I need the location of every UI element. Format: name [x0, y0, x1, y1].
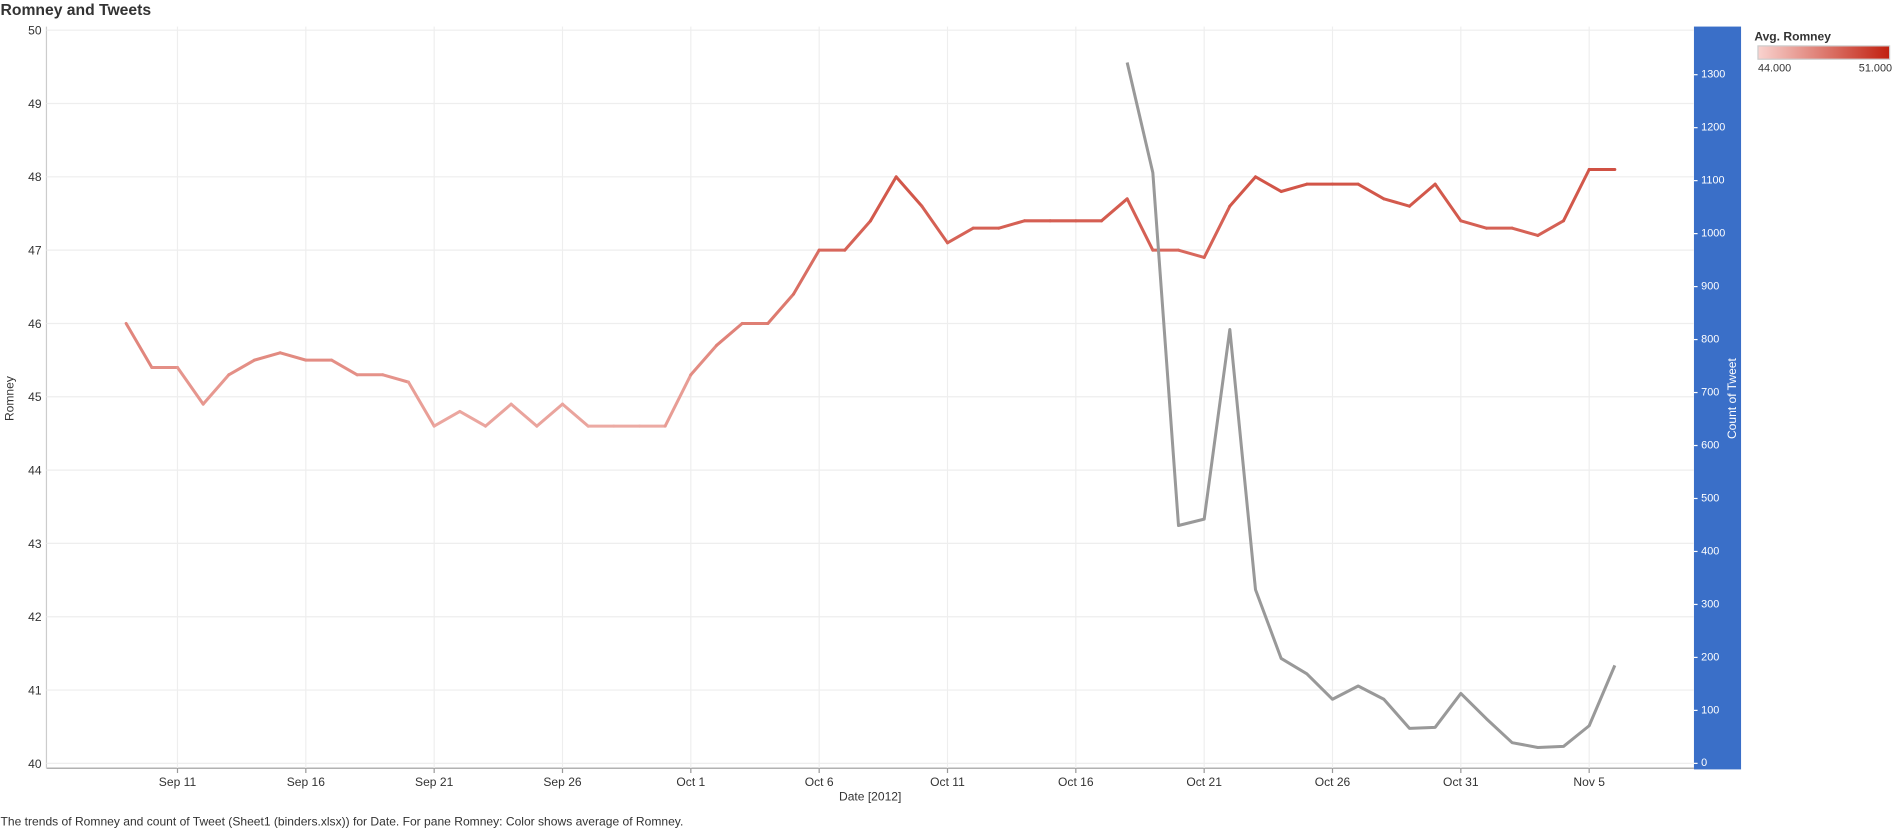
- y2-tick-label: 800: [1701, 333, 1719, 345]
- line-segment: [868, 175, 898, 223]
- y-tick-label: 49: [28, 97, 42, 111]
- line-segment: [663, 373, 693, 428]
- line-segment: [689, 343, 719, 377]
- y-tick-label: 48: [28, 170, 42, 184]
- legend-min: 44.000: [1758, 63, 1791, 75]
- y-tick-label: 42: [28, 610, 42, 624]
- line-segment: [1536, 219, 1566, 237]
- line-segment: [175, 365, 205, 406]
- y-axis-title: Romney: [2, 376, 16, 421]
- line-segment: [920, 204, 950, 245]
- y2-tick-label: 500: [1701, 492, 1719, 504]
- line-segment: [1510, 226, 1540, 237]
- y2-tick-label: 1200: [1701, 122, 1725, 134]
- line-segment: [1407, 182, 1437, 208]
- line-segment: [1433, 182, 1463, 223]
- y2-tick-label: 1000: [1701, 227, 1725, 239]
- line-segment: [1253, 175, 1283, 194]
- line-segment: [843, 219, 873, 252]
- line-segment: [1202, 204, 1232, 259]
- line-segment: [1561, 167, 1591, 223]
- legend-max: 51.000: [1859, 63, 1892, 75]
- line-segment: [406, 380, 436, 428]
- y-tick-label: 45: [28, 390, 42, 404]
- line-segment: [509, 402, 539, 428]
- line-segment: [1125, 197, 1155, 252]
- x-tick-label: Oct 31: [1443, 775, 1479, 789]
- line-segment: [483, 402, 513, 428]
- line-segment: [535, 402, 565, 428]
- line-segment: [1382, 197, 1412, 208]
- line-segment: [1279, 182, 1309, 194]
- y2-tick-label: 1100: [1701, 175, 1724, 187]
- line-segment: [227, 358, 257, 377]
- y-tick-label: 40: [28, 757, 42, 771]
- line-segment: [458, 409, 488, 428]
- y-tick-label: 41: [28, 683, 42, 697]
- line-segment: [1176, 248, 1206, 259]
- legend-title: Avg. Romney: [1754, 30, 1831, 44]
- y2-tick-label: 1300: [1701, 69, 1725, 81]
- line-segment: [791, 248, 821, 296]
- y-tick-label: 50: [28, 24, 42, 38]
- x-axis-title: Date [2012]: [839, 789, 901, 803]
- x-tick-label: Oct 26: [1315, 775, 1351, 789]
- line-segment: [432, 409, 462, 428]
- y2-axis-band: [1693, 26, 1742, 770]
- line: [1125, 62, 1617, 749]
- line-segment: [252, 351, 282, 362]
- y2-tick-label: 900: [1701, 280, 1719, 292]
- line-segment: [945, 226, 975, 245]
- line-segment: [1459, 219, 1489, 230]
- x-tick-label: Sep 16: [287, 775, 326, 789]
- line-segment: [124, 321, 154, 369]
- line-segment: [997, 219, 1027, 230]
- x-tick-label: Oct 1: [676, 775, 705, 789]
- line-segment: [766, 292, 796, 325]
- x-tick-label: Oct 6: [805, 775, 834, 789]
- y-tick-label: 47: [28, 244, 42, 258]
- x-tick-label: Oct 11: [930, 775, 965, 789]
- line-segment: [1228, 175, 1258, 208]
- y2-tick-label: 600: [1701, 439, 1719, 451]
- caption: The trends of Romney and count of Tweet …: [1, 815, 684, 829]
- y2-tick-label: 0: [1701, 757, 1707, 769]
- x-tick-label: Sep 11: [159, 775, 197, 789]
- y-tick-label: 43: [28, 537, 42, 551]
- line-segment: [1099, 197, 1129, 223]
- y2-tick-label: 400: [1701, 545, 1719, 557]
- line-segment: [381, 373, 411, 384]
- y-tick-label: 44: [28, 463, 42, 477]
- line-segment: [329, 358, 359, 377]
- y2-axis-title: Count of Tweet: [1725, 357, 1739, 439]
- chart-title: Romney and Tweets: [1, 2, 152, 19]
- line-segment: [894, 175, 924, 208]
- line-segment: [278, 351, 308, 362]
- line-segment: [714, 321, 744, 347]
- y2-tick-label: 300: [1701, 598, 1719, 610]
- y2-tick-label: 700: [1701, 386, 1719, 398]
- x-tick-label: Oct 21: [1186, 775, 1222, 789]
- line-segment: [201, 373, 231, 406]
- y2-tick-label: 200: [1701, 651, 1719, 663]
- x-tick-label: Sep 26: [543, 775, 582, 789]
- y2-tick-label: 100: [1701, 704, 1719, 716]
- x-tick-label: Oct 16: [1058, 775, 1094, 789]
- line-segment: [1356, 182, 1386, 201]
- legend-gradient: [1757, 45, 1891, 60]
- line-segment: [560, 402, 590, 428]
- x-tick-label: Nov 5: [1573, 775, 1605, 789]
- x-tick-label: Sep 21: [415, 775, 454, 789]
- y-tick-label: 46: [28, 317, 42, 331]
